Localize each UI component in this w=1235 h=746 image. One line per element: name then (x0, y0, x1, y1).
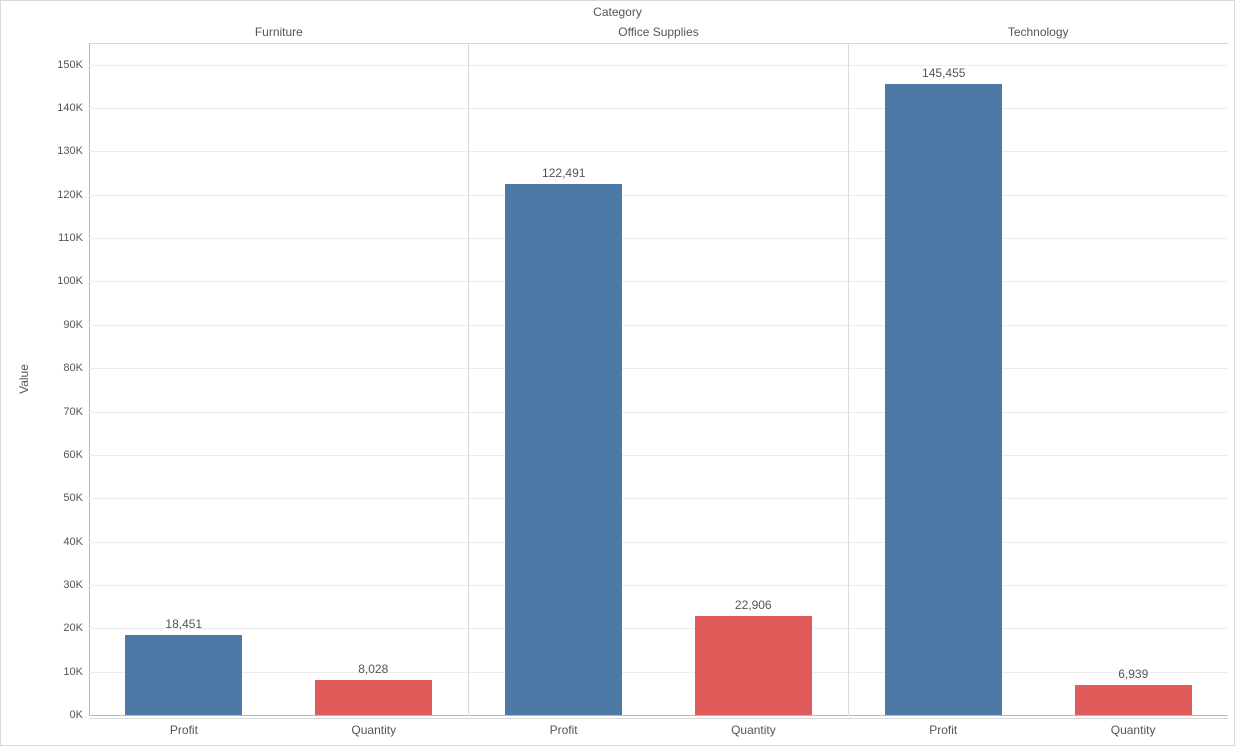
gridline (89, 542, 468, 543)
y-axis-tick: 10K (63, 666, 83, 678)
gridline (469, 715, 848, 716)
y-axis-tick: 80K (63, 362, 83, 374)
bar-value-label: 8,028 (315, 662, 432, 676)
category-header-row: Furniture Office Supplies Technology (89, 23, 1228, 44)
panel-technology: 145,455 6,939 (849, 43, 1228, 715)
x-panel: Profit Quantity (89, 719, 469, 739)
y-axis-tick: 70K (63, 406, 83, 418)
bar-profit[interactable]: 145,455 (885, 84, 1002, 715)
y-axis-tick: 30K (63, 579, 83, 591)
y-axis-tick: 50K (63, 492, 83, 504)
category-header: Furniture (89, 23, 469, 43)
y-axis-tick: 140K (57, 102, 83, 114)
bar-quantity[interactable]: 8,028 (315, 680, 432, 715)
category-header: Office Supplies (469, 23, 849, 43)
gridline (89, 281, 468, 282)
y-axis-tick: 0K (70, 709, 83, 721)
x-axis-label: Quantity (1038, 719, 1228, 739)
gridline (89, 325, 468, 326)
gridline (89, 455, 468, 456)
y-axis-tick: 60K (63, 449, 83, 461)
y-axis-tick: 100K (57, 275, 83, 287)
bar-value-label: 122,491 (505, 166, 622, 180)
gridline (89, 368, 468, 369)
y-axis-title: Value (17, 364, 31, 394)
y-axis-tick: 40K (63, 536, 83, 548)
x-axis-label: Quantity (659, 719, 849, 739)
x-axis-label: Profit (469, 719, 659, 739)
y-axis-tick: 150K (57, 59, 83, 71)
x-panel: Profit Quantity (469, 719, 849, 739)
x-axis-label: Profit (848, 719, 1038, 739)
x-axis-label: Profit (89, 719, 279, 739)
x-panel: Profit Quantity (848, 719, 1228, 739)
bar-quantity[interactable]: 6,939 (1075, 685, 1192, 715)
category-super-title: Category (593, 5, 642, 19)
y-axis-tick: 130K (57, 145, 83, 157)
gridline (469, 151, 848, 152)
bar-value-label: 18,451 (125, 617, 242, 631)
gridline (89, 151, 468, 152)
gridline (89, 412, 468, 413)
y-axis-tick: 120K (57, 189, 83, 201)
gridline (89, 108, 468, 109)
y-axis-tick: 20K (63, 622, 83, 634)
y-axis-tick: 90K (63, 319, 83, 331)
bar-value-label: 6,939 (1075, 667, 1192, 681)
bar-value-label: 22,906 (695, 598, 812, 612)
gridline (89, 195, 468, 196)
plot-area: 18,451 8,028 122,491 22,906 145,455 6,939 (89, 43, 1228, 715)
gridline (89, 238, 468, 239)
bar-profit[interactable]: 122,491 (505, 184, 622, 715)
bar-quantity[interactable]: 22,906 (695, 616, 812, 715)
gridline (469, 65, 848, 66)
category-header: Technology (848, 23, 1228, 43)
chart-frame: Category Furniture Office Supplies Techn… (0, 0, 1235, 746)
bar-value-label: 145,455 (885, 66, 1002, 80)
x-axis-label: Quantity (279, 719, 469, 739)
gridline (89, 715, 468, 716)
gridline (849, 715, 1228, 716)
gridline (469, 108, 848, 109)
y-axis-tick: 110K (58, 232, 83, 244)
panel-office-supplies: 122,491 22,906 (469, 43, 849, 715)
gridline (89, 498, 468, 499)
y-axis: Value 0K10K20K30K40K50K60K70K80K90K100K1… (1, 43, 90, 715)
gridline (89, 585, 468, 586)
bar-profit[interactable]: 18,451 (125, 635, 242, 715)
x-axis-row: Profit Quantity Profit Quantity Profit Q… (89, 718, 1228, 739)
gridline (89, 65, 468, 66)
panel-furniture: 18,451 8,028 (89, 43, 469, 715)
